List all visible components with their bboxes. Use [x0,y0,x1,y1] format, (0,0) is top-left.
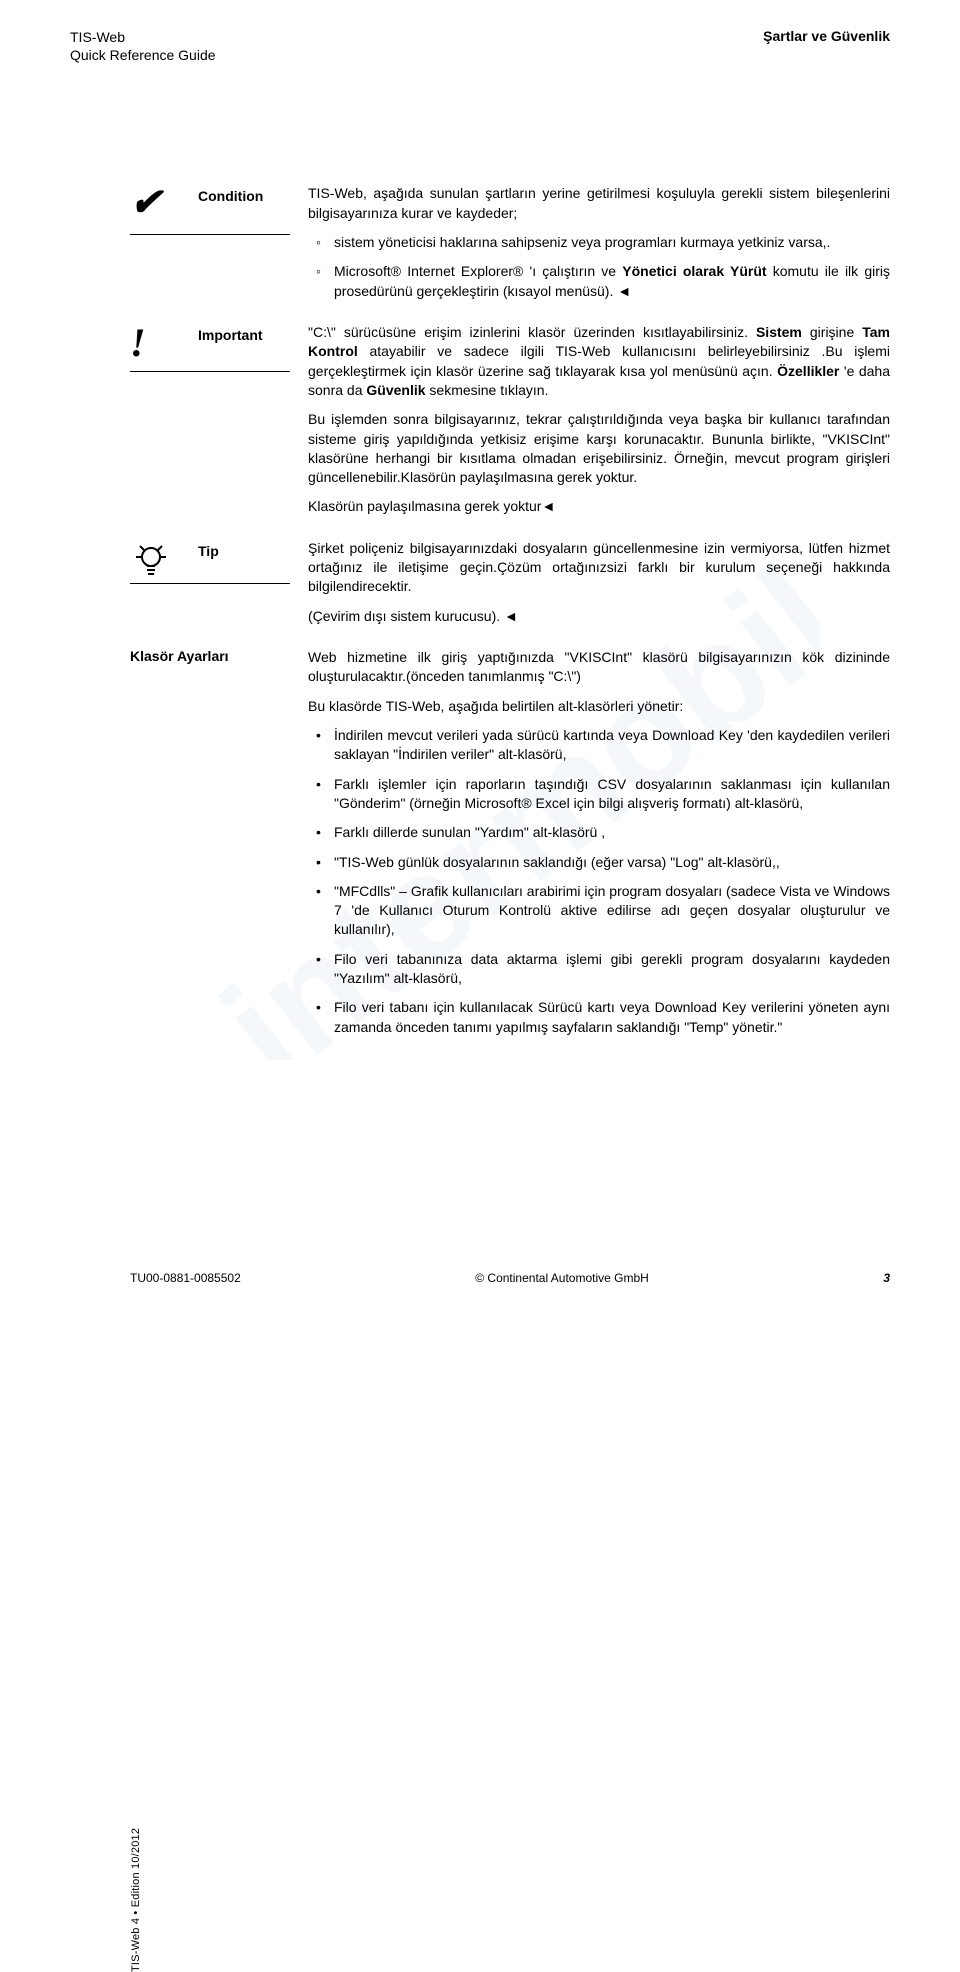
tip-p2: (Çevirim dışı sistem kurucusu). ◄ [308,607,890,626]
condition-list: sistem yöneticisi haklarına sahipseniz v… [308,233,890,301]
check-icon: ✔ [130,184,172,226]
header-left-line2: Quick Reference Guide [70,46,216,64]
folder-item-6: Filo veri tabanınıza data aktarma işlemi… [308,950,890,989]
folder-settings-label: Klasör Ayarları [70,648,248,1047]
registered-icon: ® [391,263,401,279]
txt: sekmesine tıklayın. [426,382,549,398]
txt: Excel için bilgi alışveriş formatı) alt-… [532,795,804,811]
folder-item-1: İndirilen mevcut verileri yada sürücü ka… [308,726,890,765]
tip-icon-cell [130,539,198,636]
page-header: TIS-Web Quick Reference Guide Şartlar ve… [70,28,890,64]
condition-body: TIS-Web, aşağıda sunulan şartların yerin… [308,184,890,311]
folder-p1: Web hizmetine ilk giriş yaptığınızda "VK… [308,648,890,687]
txt: Internet Explorer [401,263,513,279]
important-body: "C:\" sürücüsüne erişim izinlerini klasö… [308,323,890,527]
page: intermobil TIS-Web Quick Reference Guide… [0,0,960,1313]
condition-intro: TIS-Web, aşağıda sunulan şartların yerin… [308,184,890,223]
tip-p1: Şirket poliçeniz bilgisayarınızdaki dosy… [308,539,890,597]
condition-block: ✔ Condition TIS-Web, aşağıda sunulan şar… [130,184,890,311]
txt-bold: Güvenlik [366,382,425,398]
header-right: Şartlar ve Güvenlik [763,28,890,64]
tip-block: Tip Şirket poliçeniz bilgisayarınızdaki … [130,539,890,636]
page-footer: TU00-0881-0085502 © Continental Automoti… [130,1271,890,1285]
header-left: TIS-Web Quick Reference Guide [70,28,216,64]
tip-body: Şirket poliçeniz bilgisayarınızdaki dosy… [308,539,890,636]
important-p1: "C:\" sürücüsüne erişim izinlerini klasö… [308,323,890,400]
folder-item-5: "MFCdlls" – Grafik kullanıcıları arabiri… [308,882,890,940]
folder-item-4: "TIS-Web günlük dosyalarının saklandığı … [308,853,890,872]
footer-center: © Continental Automotive GmbH [475,1271,649,1285]
lightbulb-icon [130,539,172,581]
txt-bold: Sistem [756,324,802,340]
footer-left: TU00-0881-0085502 [130,1271,241,1285]
txt: "C:\" sürücüsüne erişim izinlerini klasö… [308,324,756,340]
important-p2: Bu işlemden sonra bilgisayarınız, tekrar… [308,410,890,487]
condition-icon-cell: ✔ [130,184,198,311]
footer-page-number: 3 [883,1271,890,1285]
page-content: ✔ Condition TIS-Web, aşağıda sunulan şar… [130,184,890,1047]
folder-item-7: Filo veri tabanı için kullanılacak Sürüc… [308,998,890,1037]
condition-item-1: sistem yöneticisi haklarına sahipseniz v… [308,233,890,252]
important-block: ! Important "C:\" sürücüsüne erişim izin… [130,323,890,527]
folder-item-3: Farklı dillerde sunulan "Yardım" alt-kla… [308,823,890,842]
txt: 'ı çalıştırın ve [523,263,622,279]
folder-settings-block: Klasör Ayarları Web hizmetine ilk giriş … [70,648,890,1047]
txt-bold: Yönetici olarak Yürüt [622,263,766,279]
exclamation-icon: ! [130,323,172,365]
txt-bold: Özellikler [777,363,839,379]
condition-item-2: Microsoft® Internet Explorer® 'ı çalıştı… [308,262,890,301]
important-icon-cell: ! [130,323,198,527]
important-label: Important [198,323,308,527]
condition-label: Condition [198,184,308,311]
folder-list: İndirilen mevcut verileri yada sürücü ka… [308,726,890,1037]
folder-settings-body: Web hizmetine ilk giriş yaptığınızda "VK… [248,648,890,1047]
txt: Microsoft [334,263,391,279]
important-p3: Klasörün paylaşılmasına gerek yoktur◄ [308,497,890,516]
registered-icon: ® [513,263,523,279]
folder-item-2: Farklı işlemler için raporların taşındığ… [308,775,890,814]
registered-icon: ® [521,795,531,811]
txt: girişine [802,324,862,340]
folder-p2: Bu klasörde TIS-Web, aşağıda belirtilen … [308,697,890,716]
tip-label: Tip [198,539,308,636]
header-left-line1: TIS-Web [70,28,216,46]
